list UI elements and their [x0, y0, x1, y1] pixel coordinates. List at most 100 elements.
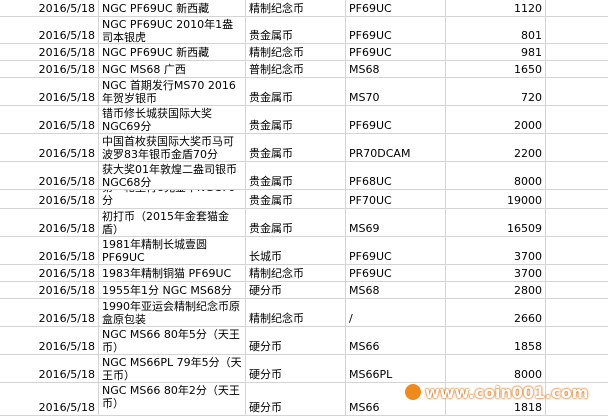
- item-name-cell: NGC MS66 80年5分（天王币）: [99, 327, 246, 355]
- item-name-cell: NGC PF69UC 新西藏: [99, 44, 246, 61]
- date-cell: 2016/5/18: [0, 383, 99, 416]
- item-name-cell: 1981年精制长城壹圆PF69UC: [99, 237, 246, 265]
- category-cell: 硬分币: [246, 355, 346, 383]
- date-cell: 2016/5/18: [0, 0, 99, 17]
- grade-cell: PF69UC: [346, 265, 446, 282]
- grade-cell: MS70: [346, 78, 446, 106]
- quantity-cell: 1: [546, 61, 608, 78]
- grade-cell: MS68: [346, 282, 446, 299]
- grade-cell: MS69: [346, 209, 446, 237]
- category-cell: 硬分币: [246, 383, 346, 416]
- date-cell: 2016/5/18: [0, 78, 99, 106]
- quantity-cell: 1: [546, 0, 608, 17]
- date-cell: 2016/5/18: [0, 162, 99, 190]
- watermark-text: www.coin001.com: [425, 382, 589, 402]
- price-cell: 981: [446, 44, 546, 61]
- category-cell: 贵金属币: [246, 209, 346, 237]
- category-cell: 普制纪念币: [246, 61, 346, 78]
- grade-cell: PF69UC: [346, 17, 446, 44]
- grade-cell: PF69UC: [346, 44, 446, 61]
- category-cell: 贵金属币: [246, 17, 346, 44]
- quantity-cell: 2: [546, 299, 608, 327]
- item-name-cell: 获大奖01年敦煌二盎司银币NGC68分: [99, 162, 246, 190]
- price-cell: 8000: [446, 162, 546, 190]
- category-cell: 精制纪念币: [246, 0, 346, 17]
- quantity-cell: 1: [546, 162, 608, 190]
- price-cell: 16509: [446, 209, 546, 237]
- quantity-cell: 1: [546, 327, 608, 355]
- date-cell: 2016/5/18: [0, 327, 99, 355]
- item-name-cell: 中国首枚获国际大奖币马可波罗83年银币金盾70分: [99, 134, 246, 162]
- category-cell: 硬分币: [246, 282, 346, 299]
- date-cell: 2016/5/18: [0, 106, 99, 134]
- grade-cell: MS66: [346, 327, 446, 355]
- item-name-cell: 初打币（2015年金套猫金盾）: [99, 209, 246, 237]
- grade-cell: MS68: [346, 61, 446, 78]
- category-cell: 贵金属币: [246, 106, 346, 134]
- price-cell: 720: [446, 78, 546, 106]
- price-cell: 1650: [446, 61, 546, 78]
- quantity-cell: 1: [546, 106, 608, 134]
- category-cell: 长城币: [246, 237, 346, 265]
- watermark-icon: [405, 384, 421, 400]
- category-cell: 精制纪念币: [246, 265, 346, 282]
- grade-cell: PF70UC: [346, 190, 446, 209]
- grade-cell: PF69UC: [346, 237, 446, 265]
- item-name-cell: 1990年亚运会精制纪念币原盒原包装: [99, 299, 246, 327]
- quantity-cell: 1: [546, 237, 608, 265]
- watermark: www.coin001.com: [405, 382, 588, 402]
- quantity-cell: 1: [546, 17, 608, 44]
- category-cell: 贵金属币: [246, 162, 346, 190]
- grade-cell: MS66PL: [346, 355, 446, 383]
- category-cell: 硬分币: [246, 327, 346, 355]
- date-cell: 2016/5/18: [0, 44, 99, 61]
- item-name-cell: NGC MS68 广西: [99, 61, 246, 78]
- item-name-cell: 第一轮生肖8克金牛NGC70分: [99, 190, 246, 209]
- date-cell: 2016/5/18: [0, 265, 99, 282]
- price-cell: 2800: [446, 282, 546, 299]
- date-cell: 2016/5/18: [0, 209, 99, 237]
- grade-cell: PF69UC: [346, 0, 446, 17]
- category-cell: 贵金属币: [246, 134, 346, 162]
- price-cell: 3700: [446, 237, 546, 265]
- item-name-cell: 1983年精制铜猫 PF69UC: [99, 265, 246, 282]
- price-cell: 2000: [446, 106, 546, 134]
- price-cell: 19000: [446, 190, 546, 209]
- date-cell: 2016/5/18: [0, 237, 99, 265]
- date-cell: 2016/5/18: [0, 282, 99, 299]
- item-name-cell: 错币修长城获国际大奖NGC69分: [99, 106, 246, 134]
- price-cell: 2200: [446, 134, 546, 162]
- item-name-cell: NGC PF69UC 新西藏: [99, 0, 246, 17]
- quantity-cell: 1: [546, 44, 608, 61]
- price-cell: 801: [446, 17, 546, 44]
- category-cell: 精制纪念币: [246, 44, 346, 61]
- date-cell: 2016/5/18: [0, 134, 99, 162]
- date-cell: 2016/5/18: [0, 61, 99, 78]
- quantity-cell: 1: [546, 282, 608, 299]
- date-cell: 2016/5/18: [0, 190, 99, 209]
- date-cell: 2016/5/18: [0, 355, 99, 383]
- quantity-cell: 1: [546, 134, 608, 162]
- item-name-cell: 1955年1分 NGC MS68分: [99, 282, 246, 299]
- price-cell: 1120: [446, 0, 546, 17]
- item-name-cell: NGC PF69UC 2010年1盎司本银虎: [99, 17, 246, 44]
- quantity-cell: 1: [546, 190, 608, 209]
- item-name-cell: NGC MS66PL 79年5分（天王币）: [99, 355, 246, 383]
- category-cell: 精制纪念币: [246, 299, 346, 327]
- grade-cell: PR70DCAM: [346, 134, 446, 162]
- item-name-cell: NGC MS66 80年2分（天王币）: [99, 383, 246, 416]
- item-name-cell: NGC 首期发行MS70 2016年贺岁银币: [99, 78, 246, 106]
- price-cell: 2660: [446, 299, 546, 327]
- category-cell: 贵金属币: [246, 190, 346, 209]
- price-cell: 3700: [446, 265, 546, 282]
- quantity-cell: 1: [546, 265, 608, 282]
- grade-cell: PF69UC: [346, 106, 446, 134]
- quantity-cell: 5: [546, 209, 608, 237]
- category-cell: 贵金属币: [246, 78, 346, 106]
- price-cell: 8000: [446, 355, 546, 383]
- quantity-cell: 1: [546, 355, 608, 383]
- grade-cell: PF68UC: [346, 162, 446, 190]
- price-cell: 1858: [446, 327, 546, 355]
- date-cell: 2016/5/18: [0, 17, 99, 44]
